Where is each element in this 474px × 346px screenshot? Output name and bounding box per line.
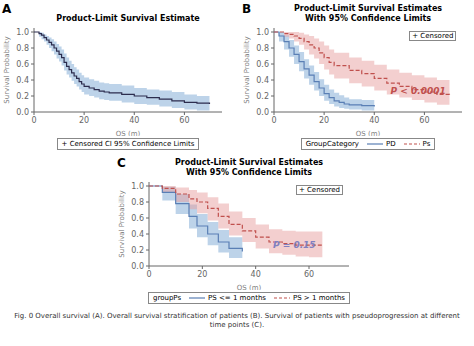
svg-text:0.8: 0.8: [256, 44, 269, 53]
svg-text:0.8: 0.8: [16, 44, 29, 53]
html-text:C: C: [117, 156, 126, 170]
svg-text:0.0: 0.0: [131, 262, 144, 271]
html-text:Fig. 0 Overall survival (A). O: Fig. 0 Overall survival (A). Overall sur…: [14, 312, 460, 329]
html-text:PS <= 1 months: PS <= 1 months: [208, 294, 266, 302]
html-text:B: B: [242, 2, 252, 16]
svg-text:1.0: 1.0: [16, 28, 29, 37]
svg-text:Survival Probability: Survival Probability: [118, 190, 126, 257]
svg-text:0.2: 0.2: [131, 246, 144, 255]
svg-text:0.6: 0.6: [131, 214, 144, 223]
svg-text:0.8: 0.8: [131, 198, 144, 207]
svg-text:0: 0: [31, 116, 36, 125]
html-text:PD: PD: [386, 140, 396, 148]
html-text:With 95% Confidence Limits: With 95% Confidence Limits: [304, 14, 431, 23]
svg-text:60: 60: [419, 116, 429, 125]
html-text:P = 0.15: P = 0.15: [273, 239, 316, 250]
svg-text:OS (m): OS (m): [237, 284, 262, 290]
html-text:Ps: Ps: [422, 140, 431, 148]
html-text:PS > 1 months: PS > 1 months: [293, 294, 345, 302]
svg-text:20: 20: [197, 270, 207, 279]
html-text:+ Censored: + Censored: [298, 186, 340, 195]
svg-text:0.0: 0.0: [256, 108, 269, 117]
html-text:Product-Limit Survival Estimat: Product-Limit Survival Estimate: [56, 14, 200, 23]
svg-text:40: 40: [129, 116, 139, 125]
html-text:groupPs: groupPs: [153, 294, 182, 302]
svg-text:Survival Probability: Survival Probability: [243, 36, 251, 103]
html-text:With 95% Confidence Limits: With 95% Confidence Limits: [185, 168, 312, 177]
svg-text:0.4: 0.4: [16, 76, 29, 85]
svg-text:40: 40: [251, 270, 261, 279]
svg-text:0.4: 0.4: [131, 230, 144, 239]
svg-text:20: 20: [79, 116, 89, 125]
html-text:Product-Limit Survival Estimat: Product-Limit Survival Estimates: [293, 4, 443, 13]
svg-text:0.0: 0.0: [16, 108, 29, 117]
svg-text:60: 60: [179, 116, 189, 125]
svg-text:0.2: 0.2: [256, 92, 269, 101]
svg-text:20: 20: [319, 116, 329, 125]
svg-text:0.6: 0.6: [16, 60, 29, 69]
html-text:A: A: [2, 2, 12, 16]
svg-text:0.6: 0.6: [256, 60, 269, 69]
svg-text:1.0: 1.0: [256, 28, 269, 37]
svg-text:OS (m): OS (m): [356, 130, 381, 136]
html-text:+ Censored: + Censored: [412, 32, 454, 41]
svg-text:0.2: 0.2: [16, 92, 29, 101]
svg-text:Survival Probability: Survival Probability: [8, 36, 11, 103]
svg-text:OS (m): OS (m): [116, 130, 141, 136]
html-text:GroupCategory: GroupCategory: [305, 140, 359, 148]
svg-text:0.4: 0.4: [256, 76, 269, 85]
html-text:+ Censored CI 95% Confidence L: + Censored CI 95% Confidence Limits: [61, 140, 195, 148]
svg-text:40: 40: [369, 116, 379, 125]
html-text:P < 0.0001: P < 0.0001: [390, 85, 446, 96]
svg-text:0: 0: [271, 116, 276, 125]
html-text:Product-Limit Survival Estimat: Product-Limit Survival Estimates: [174, 158, 324, 167]
svg-text:1.0: 1.0: [131, 182, 144, 191]
svg-text:0: 0: [146, 270, 151, 279]
svg-text:60: 60: [304, 270, 314, 279]
